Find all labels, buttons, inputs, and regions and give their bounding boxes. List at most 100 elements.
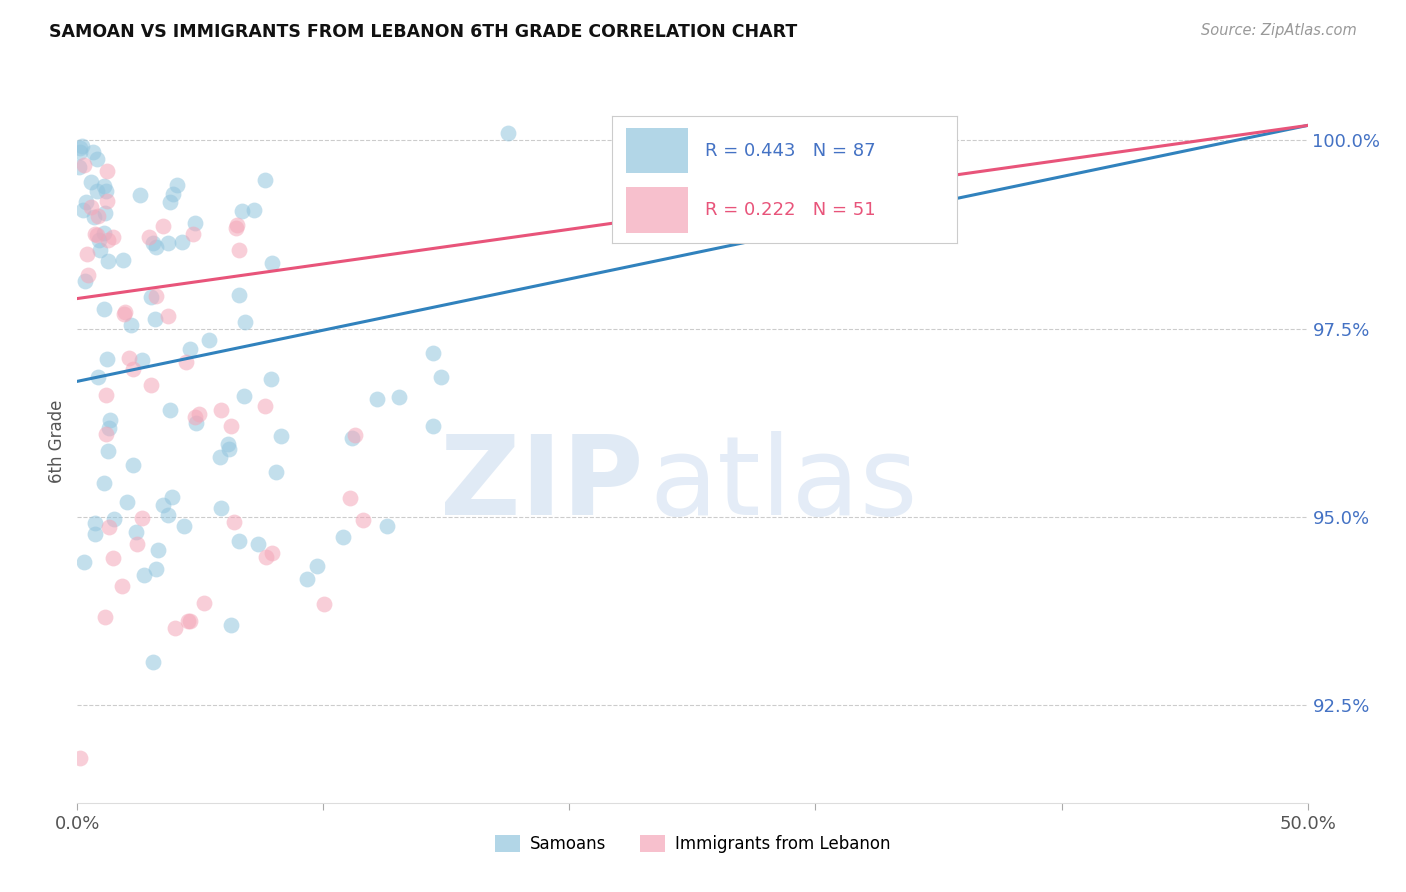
Point bbox=[73, 555, 96, 569]
Point bbox=[67, 160, 90, 174]
Point bbox=[89, 233, 111, 247]
Point bbox=[224, 515, 246, 529]
Point bbox=[145, 562, 167, 576]
Point bbox=[97, 420, 120, 434]
Point bbox=[142, 655, 165, 669]
Point bbox=[228, 287, 250, 301]
Point bbox=[366, 392, 388, 407]
Point bbox=[332, 529, 354, 543]
Point bbox=[179, 614, 201, 628]
Point bbox=[94, 388, 117, 402]
Point bbox=[77, 268, 100, 283]
Point bbox=[84, 526, 107, 541]
Point bbox=[143, 312, 166, 326]
Point bbox=[166, 178, 188, 192]
Point bbox=[101, 230, 124, 244]
Point bbox=[124, 524, 146, 539]
Point bbox=[165, 621, 187, 635]
Point bbox=[131, 353, 153, 368]
Point bbox=[145, 288, 167, 302]
Point bbox=[260, 371, 283, 385]
Point bbox=[120, 318, 142, 332]
Point bbox=[197, 334, 219, 348]
Point bbox=[96, 194, 118, 208]
Point bbox=[181, 227, 204, 241]
Point bbox=[430, 370, 453, 384]
Point bbox=[94, 184, 117, 198]
Point bbox=[218, 442, 240, 456]
Point bbox=[114, 304, 136, 318]
Point bbox=[162, 187, 184, 202]
Point bbox=[84, 227, 107, 242]
Point bbox=[96, 352, 118, 367]
Point bbox=[264, 465, 287, 479]
Point bbox=[86, 227, 108, 242]
Text: SAMOAN VS IMMIGRANTS FROM LEBANON 6TH GRADE CORRELATION CHART: SAMOAN VS IMMIGRANTS FROM LEBANON 6TH GR… bbox=[49, 23, 797, 41]
Point bbox=[86, 152, 108, 166]
Point bbox=[339, 491, 361, 505]
Point bbox=[129, 187, 152, 202]
Point bbox=[496, 126, 519, 140]
Point bbox=[232, 389, 254, 403]
Point bbox=[162, 490, 184, 504]
Point bbox=[93, 301, 115, 316]
Point bbox=[179, 343, 201, 357]
Point bbox=[187, 407, 209, 421]
Point bbox=[138, 230, 160, 244]
Point bbox=[176, 355, 198, 369]
Point bbox=[121, 458, 143, 473]
Point bbox=[173, 519, 195, 533]
Point bbox=[125, 537, 148, 551]
Point bbox=[101, 551, 124, 566]
Point bbox=[219, 617, 242, 632]
Point bbox=[87, 209, 110, 223]
Point bbox=[225, 221, 247, 235]
Point bbox=[132, 568, 155, 582]
Point bbox=[97, 253, 120, 268]
Point bbox=[388, 390, 411, 404]
Point bbox=[312, 597, 335, 611]
Point bbox=[80, 200, 103, 214]
Point bbox=[184, 416, 207, 430]
Point bbox=[87, 369, 110, 384]
Point bbox=[352, 513, 374, 527]
Point bbox=[111, 579, 134, 593]
Point bbox=[89, 243, 111, 257]
Point bbox=[159, 194, 181, 209]
Point bbox=[93, 610, 115, 624]
Point bbox=[86, 184, 108, 198]
Point bbox=[375, 519, 398, 533]
Point bbox=[218, 437, 240, 451]
Point bbox=[145, 240, 167, 254]
Point bbox=[148, 542, 170, 557]
Point bbox=[96, 426, 118, 441]
Point bbox=[262, 547, 284, 561]
Point bbox=[193, 596, 215, 610]
Point bbox=[76, 247, 98, 261]
Point bbox=[83, 210, 105, 224]
Point bbox=[422, 418, 444, 433]
Point bbox=[156, 309, 179, 323]
Legend: Samoans, Immigrants from Lebanon: Samoans, Immigrants from Lebanon bbox=[488, 828, 897, 860]
Point bbox=[141, 377, 163, 392]
Point bbox=[98, 520, 121, 534]
Point bbox=[97, 444, 120, 458]
Point bbox=[270, 428, 292, 442]
Point bbox=[69, 140, 91, 154]
Point bbox=[111, 252, 134, 267]
Point bbox=[221, 418, 243, 433]
Point bbox=[422, 345, 444, 359]
Point bbox=[254, 549, 277, 564]
Point bbox=[93, 227, 115, 241]
Point bbox=[184, 216, 207, 230]
Point bbox=[82, 145, 104, 159]
Point bbox=[75, 195, 97, 210]
Point bbox=[156, 508, 179, 522]
Point bbox=[73, 274, 96, 288]
Point bbox=[343, 427, 366, 442]
Point bbox=[177, 615, 200, 629]
Text: atlas: atlas bbox=[650, 432, 918, 539]
Point bbox=[340, 431, 363, 445]
Point bbox=[156, 236, 179, 251]
Point bbox=[228, 534, 250, 549]
